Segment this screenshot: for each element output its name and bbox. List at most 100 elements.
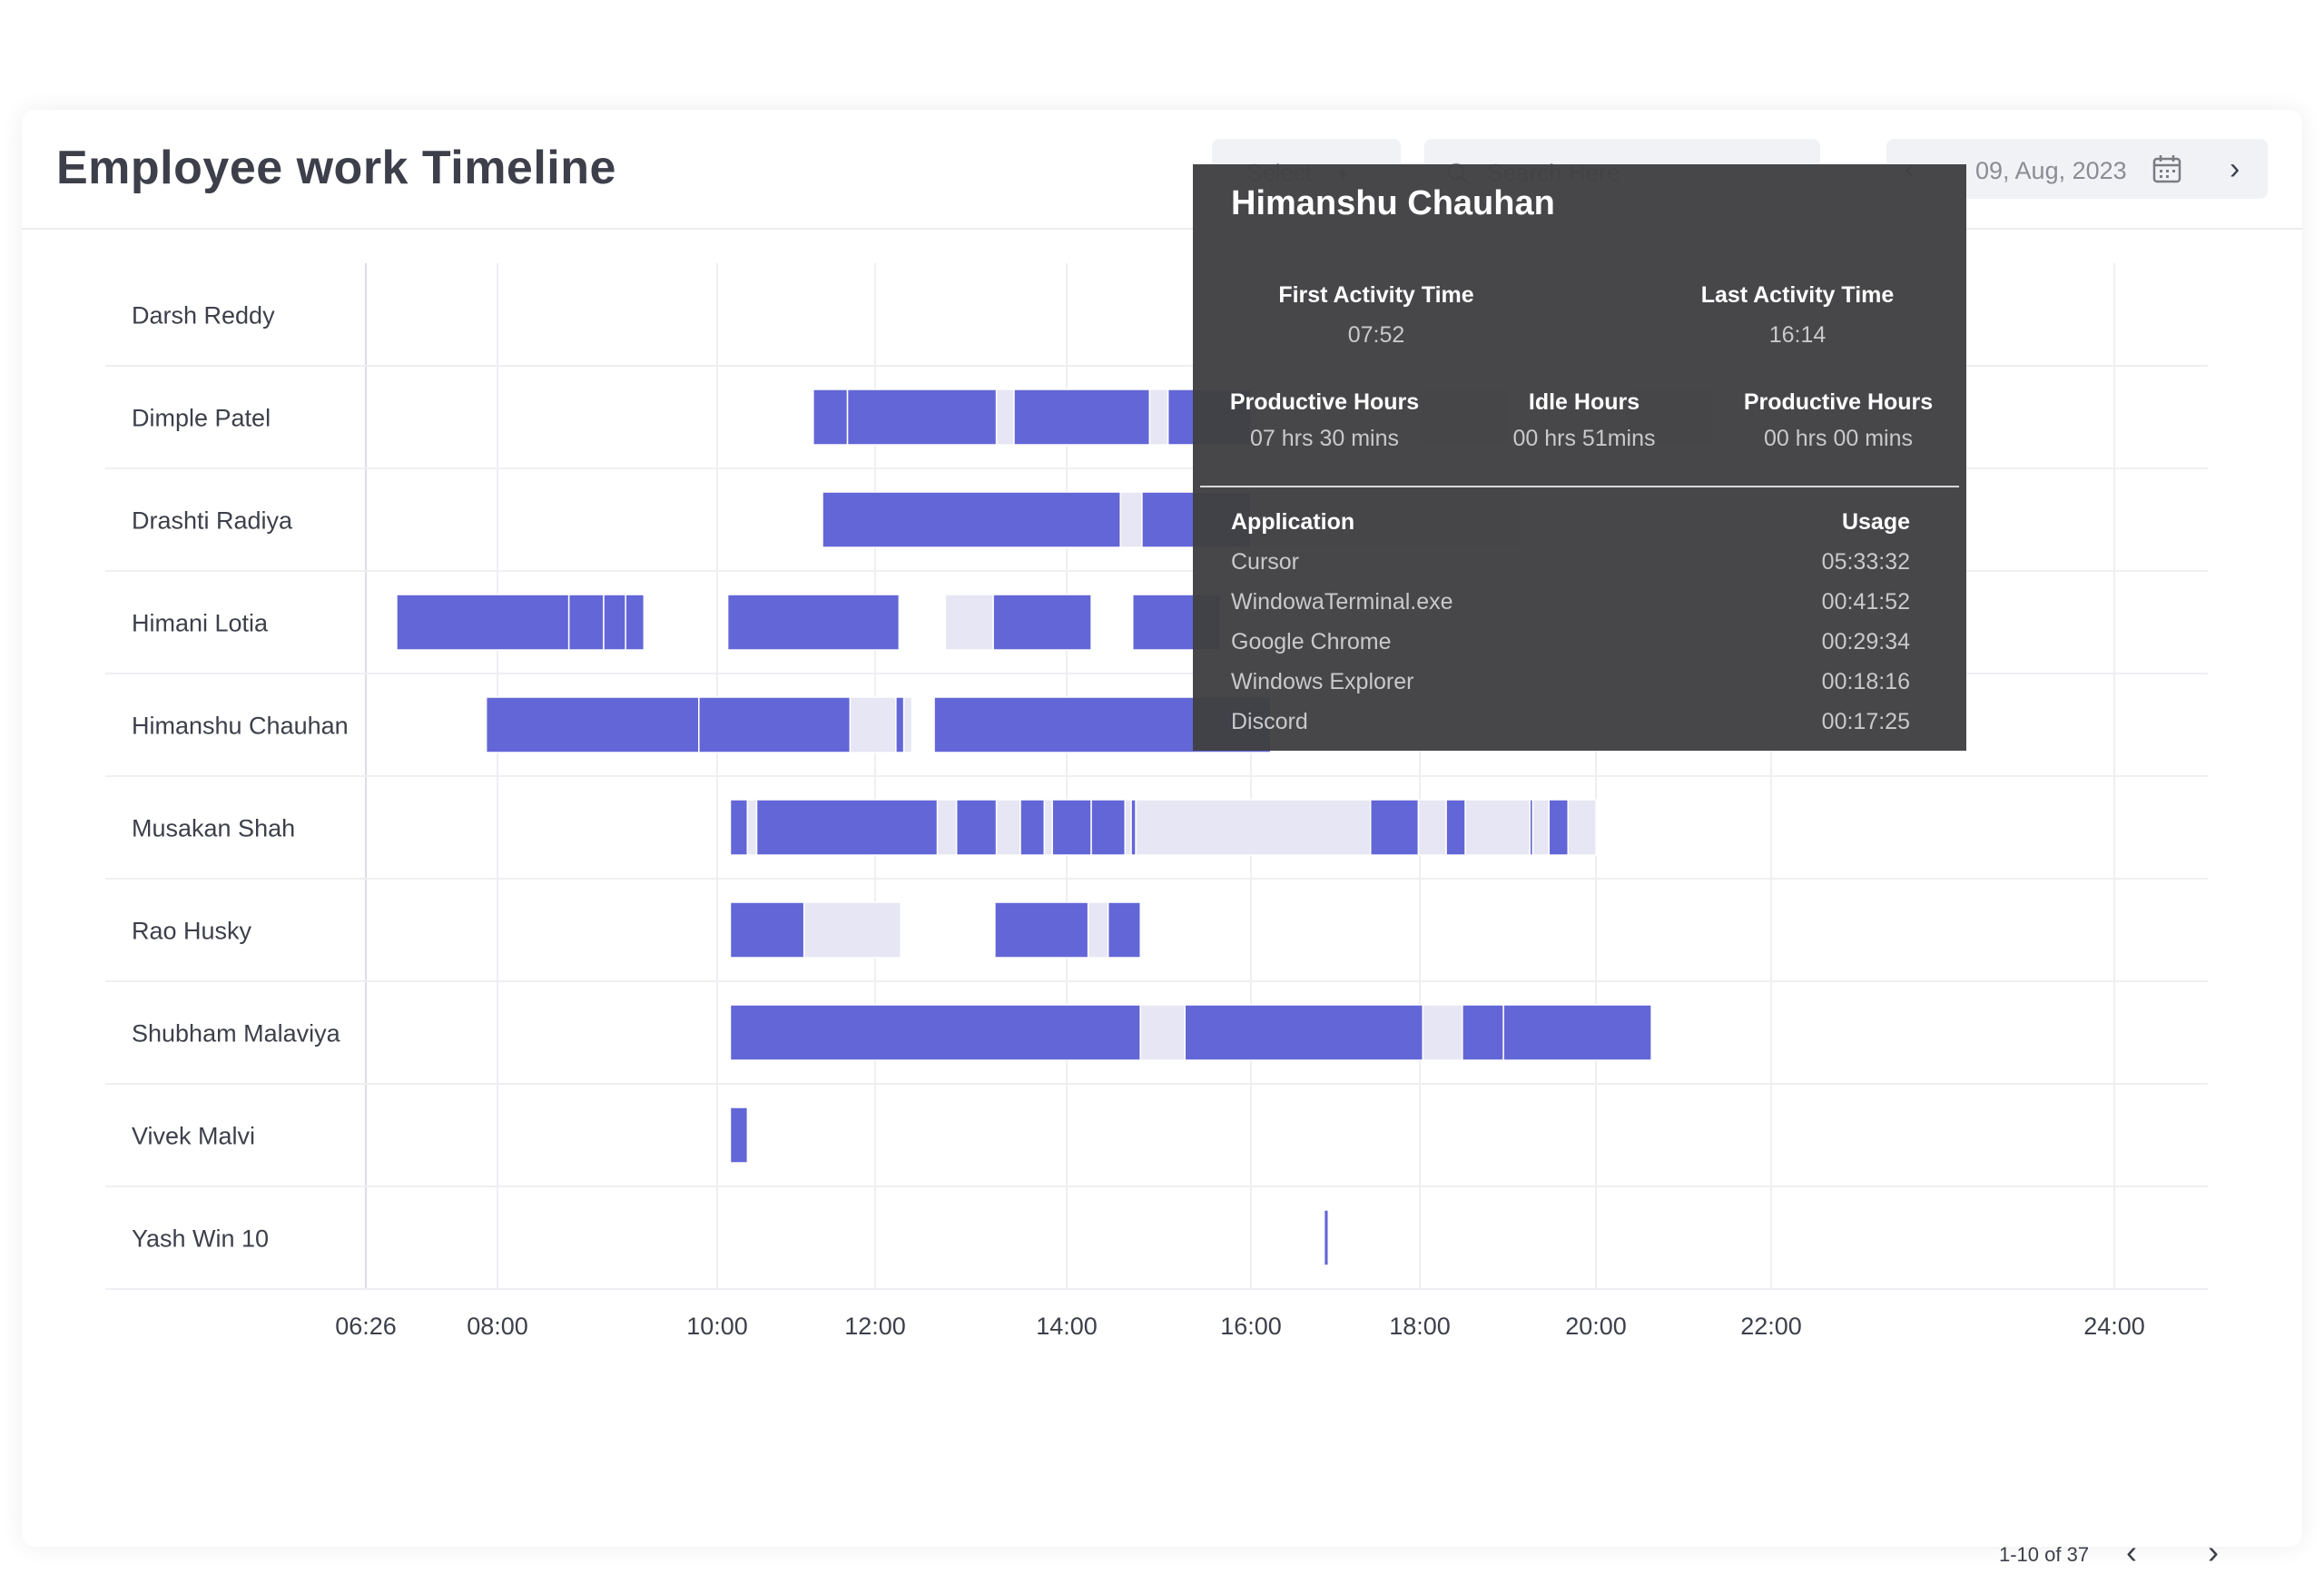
app-usage: 00:41:52 <box>1821 589 1910 615</box>
idle-segment[interactable] <box>803 901 901 959</box>
x-tick-label: 06:26 <box>335 1313 397 1340</box>
app-name: Google Chrome <box>1231 629 1392 654</box>
pagination-label: 1-10 of 37 <box>1999 1543 2090 1566</box>
idle-segment[interactable] <box>1417 799 1447 856</box>
app-usage: 00:29:34 <box>1821 629 1910 654</box>
idle-segment[interactable] <box>849 696 897 753</box>
active-segment[interactable] <box>729 799 749 856</box>
active-segment[interactable] <box>729 1004 1141 1061</box>
idle-segment[interactable] <box>1567 799 1597 856</box>
active-segment[interactable] <box>396 594 570 651</box>
active-segment[interactable] <box>726 594 901 651</box>
last-activity-label: Last Activity Time <box>1700 282 1895 308</box>
date-value: 09, Aug, 2023 <box>1975 157 2127 184</box>
idle-hours-value: 00 hrs 51mins <box>1512 426 1656 451</box>
employee-tooltip: Himanshu Chauhan First Activity Time 07:… <box>1193 164 1966 751</box>
active-segment[interactable] <box>485 696 700 753</box>
active-segment[interactable] <box>698 696 852 753</box>
idle-segment[interactable] <box>1531 799 1551 856</box>
employee-name-label: Shubham Malaviya <box>132 1020 341 1048</box>
active-segment[interactable] <box>1462 1004 1504 1061</box>
app-usage: 00:17:25 <box>1821 709 1910 734</box>
app-name: Cursor <box>1231 549 1300 575</box>
employee-name-label: Drashti Radiya <box>132 507 293 535</box>
employee-name-label: Darsh Reddy <box>132 302 275 330</box>
previous-page-button[interactable]: ‹ <box>2126 1533 2137 1570</box>
productive-hours-2-value: 00 hrs 00 mins <box>1764 426 1913 451</box>
active-segment[interactable] <box>1445 799 1466 856</box>
employee-name-label: Yash Win 10 <box>132 1225 269 1253</box>
idle-segment[interactable] <box>995 389 1015 446</box>
x-tick-label: 22:00 <box>1740 1313 1802 1340</box>
active-segment[interactable] <box>1370 799 1420 856</box>
idle-segment[interactable] <box>1119 491 1143 548</box>
active-segment[interactable] <box>729 1107 749 1164</box>
active-segment[interactable] <box>1323 1209 1329 1266</box>
employee-name-label: Himani Lotia <box>132 610 269 637</box>
calendar-icon[interactable] <box>2152 153 2182 184</box>
idle-hours-label: Idle Hours <box>1528 389 1640 415</box>
page-title: Employee work Timeline <box>56 142 616 194</box>
idle-segment[interactable] <box>1464 799 1531 856</box>
idle-segment[interactable] <box>936 799 958 856</box>
active-segment[interactable] <box>625 594 645 651</box>
employee-name-label: Himanshu Chauhan <box>132 713 349 740</box>
active-segment[interactable] <box>992 594 1092 651</box>
idle-segment[interactable] <box>1135 799 1372 856</box>
active-segment[interactable] <box>755 799 939 856</box>
tooltip-employee-name: Himanshu Chauhan <box>1231 184 1555 222</box>
active-segment[interactable] <box>1548 799 1570 856</box>
active-segment[interactable] <box>1184 1004 1423 1061</box>
active-segment[interactable] <box>812 389 849 446</box>
first-activity-value: 07:52 <box>1347 322 1405 348</box>
first-activity-label: First Activity Time <box>1278 282 1474 308</box>
idle-segment[interactable] <box>1124 799 1132 856</box>
productive-hours-label: Productive Hours <box>1229 389 1420 415</box>
idle-segment[interactable] <box>1422 1004 1463 1061</box>
idle-segment[interactable] <box>1087 901 1109 959</box>
app-name: WindowaTerminal.exe <box>1231 589 1453 615</box>
idle-segment[interactable] <box>1139 1004 1187 1061</box>
active-segment[interactable] <box>994 901 1089 959</box>
active-segment[interactable] <box>822 491 1121 548</box>
idle-segment[interactable] <box>746 799 758 856</box>
x-tick-label: 18:00 <box>1389 1313 1451 1340</box>
chevron-right-icon[interactable]: › <box>2230 152 2240 186</box>
active-segment[interactable] <box>1013 389 1151 446</box>
x-tick-label: 14:00 <box>1036 1313 1098 1340</box>
tooltip-divider <box>1200 486 1959 487</box>
active-segment[interactable] <box>603 594 626 651</box>
app-name: Windows Explorer <box>1231 669 1414 694</box>
active-segment[interactable] <box>846 389 998 446</box>
employee-name-label: Vivek Malvi <box>132 1123 255 1150</box>
employee-name-label: Musakan Shah <box>132 815 295 842</box>
active-segment[interactable] <box>1090 799 1127 856</box>
app-name: Discord <box>1231 709 1308 734</box>
active-segment[interactable] <box>729 901 805 959</box>
idle-segment[interactable] <box>1043 799 1053 856</box>
active-segment[interactable] <box>1107 901 1141 959</box>
x-tick-label: 24:00 <box>2083 1313 2145 1340</box>
active-segment[interactable] <box>1502 1004 1652 1061</box>
next-page-button[interactable]: › <box>2208 1533 2219 1570</box>
x-tick-label: 10:00 <box>686 1313 748 1340</box>
productive-hours-2-label: Productive Hours <box>1743 389 1934 415</box>
active-segment[interactable] <box>1130 799 1137 856</box>
active-segment[interactable] <box>895 696 905 753</box>
x-tick-label: 20:00 <box>1565 1313 1627 1340</box>
idle-segment[interactable] <box>944 594 994 651</box>
idle-segment[interactable] <box>1148 389 1169 446</box>
active-segment[interactable] <box>955 799 998 856</box>
x-tick-label: 16:00 <box>1220 1313 1282 1340</box>
active-segment[interactable] <box>567 594 605 651</box>
application-header: Application <box>1231 509 1355 535</box>
employee-name-label: Dimple Patel <box>132 405 271 432</box>
last-activity-value: 16:14 <box>1768 322 1827 348</box>
app-usage: 05:33:32 <box>1821 549 1910 575</box>
idle-segment[interactable] <box>902 696 913 753</box>
app-usage: 00:18:16 <box>1821 669 1910 694</box>
idle-segment[interactable] <box>995 799 1021 856</box>
employee-name-label: Rao Husky <box>132 918 252 945</box>
active-segment[interactable] <box>1051 799 1092 856</box>
active-segment[interactable] <box>1019 799 1046 856</box>
